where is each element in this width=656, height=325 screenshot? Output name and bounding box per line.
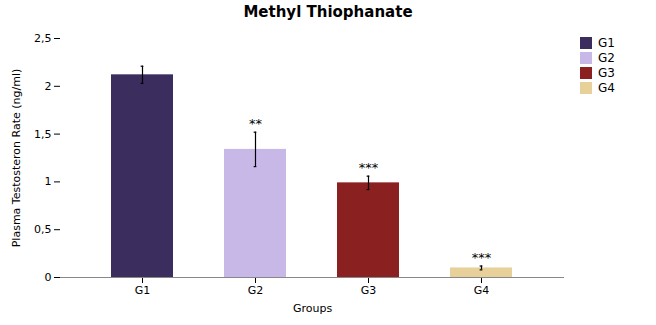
svg-text:Groups: Groups bbox=[293, 302, 332, 315]
svg-text:1,5: 1,5 bbox=[34, 128, 52, 141]
svg-text:1: 1 bbox=[45, 175, 52, 188]
html-text:G1: G1 bbox=[598, 36, 615, 50]
html-text:G4: G4 bbox=[598, 81, 615, 95]
svg-text:G4: G4 bbox=[474, 284, 490, 297]
svg-text:***: *** bbox=[359, 160, 379, 175]
svg-text:G2: G2 bbox=[248, 284, 264, 297]
svg-text:2: 2 bbox=[45, 80, 52, 93]
html-text:Methyl Thiophanate: Methyl Thiophanate bbox=[243, 3, 413, 21]
svg-text:2,5: 2,5 bbox=[34, 32, 52, 45]
svg-text:***: *** bbox=[472, 250, 492, 265]
svg-text:G1: G1 bbox=[135, 284, 151, 297]
html-text:G3: G3 bbox=[598, 66, 615, 80]
svg-text:G3: G3 bbox=[361, 284, 377, 297]
svg-text:**: ** bbox=[249, 116, 263, 131]
html-text:G2: G2 bbox=[598, 51, 615, 65]
svg-text:0: 0 bbox=[45, 271, 52, 284]
svg-text:0,5: 0,5 bbox=[34, 223, 52, 236]
svg-text:Plasma Testosteron Rate (ng/ml: Plasma Testosteron Rate (ng/ml) bbox=[10, 69, 23, 248]
